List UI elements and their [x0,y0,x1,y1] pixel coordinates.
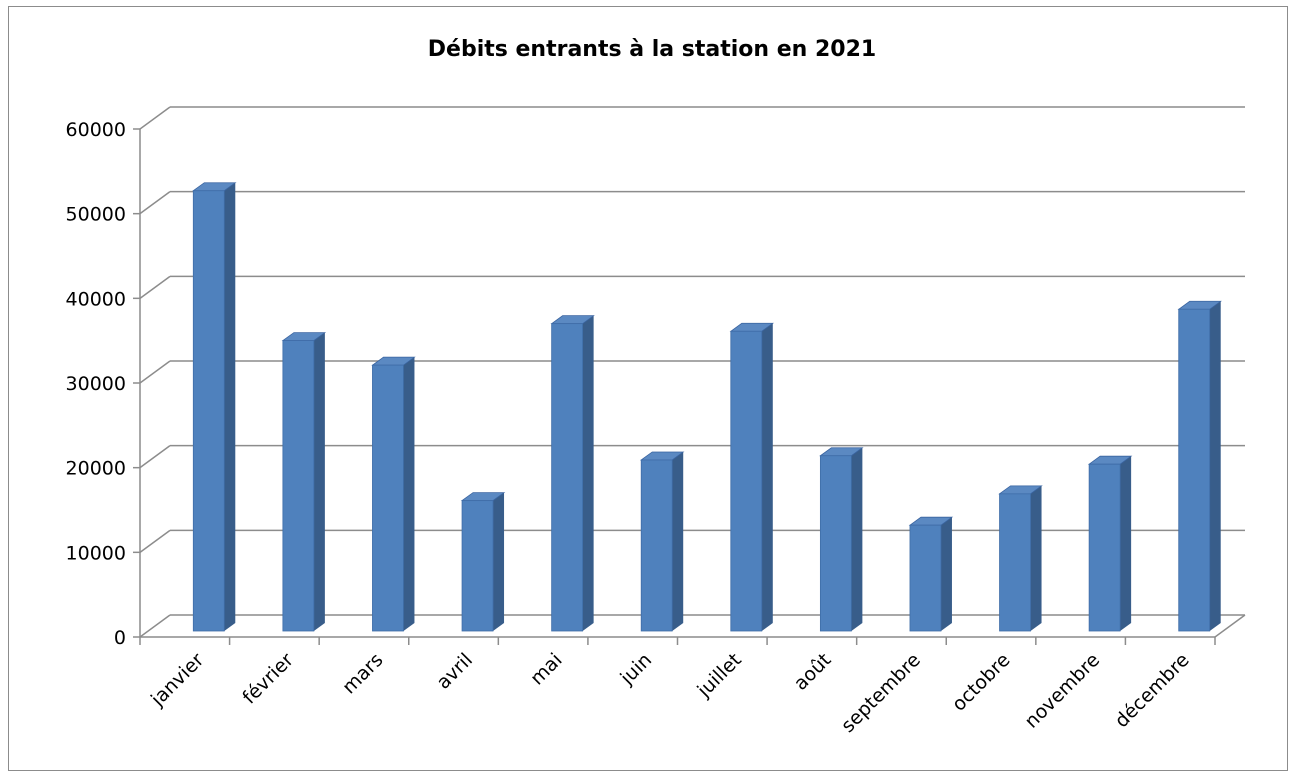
bar-front [551,323,584,632]
bar-front [909,524,942,632]
floor-edge [1214,614,1246,638]
y-tick-label: 60000 [66,119,126,141]
y-tick-label: 10000 [66,542,126,564]
y-tick-label: 0 [114,627,126,649]
x-tick-label: septembre [837,649,925,737]
bar-janvier [192,182,237,632]
bar-front [372,364,404,632]
x-tick-label: juillet [693,649,746,702]
bar-front [730,330,763,632]
bar-front [1088,463,1121,632]
bar-octobre [998,485,1043,632]
x-tick-label: avril [432,649,477,694]
gridline-depth [139,529,171,553]
bar-front [999,493,1031,632]
x-tick-label: octobre [948,649,1015,716]
y-tick-label: 30000 [66,373,126,395]
x-tick-label: mars [338,649,387,698]
bar-juin [639,451,685,632]
bar-septembre [908,516,954,632]
bar-décembre [1177,300,1222,632]
bar-side [224,182,236,631]
gridline-depth [139,360,171,384]
bar-side [582,315,594,631]
bar-side [1030,485,1042,631]
y-tick-label: 40000 [66,288,126,310]
bar-mai [550,315,595,632]
bar-side [493,492,505,631]
bar-juillet [729,322,775,632]
gridline-depth [139,191,171,215]
bar-side [313,332,325,631]
bar-front [282,340,315,632]
x-tick-label: juin [615,649,656,690]
x-tick-label: février [238,649,298,709]
axes [133,128,1246,645]
bar-front [192,190,225,632]
y-tick-label: 50000 [66,204,126,226]
bar-front [1178,308,1211,632]
x-tick-label: mai [526,649,567,690]
bar-side [1120,456,1132,631]
gridline-depth [139,614,171,638]
gridline-depth [139,275,171,299]
bar-mars [371,356,416,632]
bar-side [403,357,415,631]
gridline-depth [139,106,171,130]
bar-side [672,451,684,631]
x-tick-labels: janvier février mars avril mai juin juillet aoû… [146,649,1194,737]
bars [192,182,1222,632]
y-tick-labels: 0 10000 20000 30000 40000 50000 60000 [66,119,126,649]
bar-side [940,517,952,631]
bar-novembre [1087,455,1133,632]
y-tick-label: 20000 [66,458,126,480]
bar-front [640,459,673,632]
x-tick-label: décembre [1111,649,1194,732]
bar-août [819,447,864,632]
bar-février [281,332,327,632]
bar-side [1209,301,1221,631]
bar-front [461,500,494,632]
gridlines [139,106,1245,638]
bar-side [851,447,863,631]
chart-title: Débits entrants à la station en 2021 [428,37,876,62]
gridline-depth [139,445,171,469]
bar-side [761,323,773,631]
x-tick-label: janvier [146,649,208,711]
x-tick-label: novembre [1021,649,1105,733]
bar-front [819,455,852,632]
bar-avril [460,492,506,632]
x-tick-label: août [790,649,836,695]
